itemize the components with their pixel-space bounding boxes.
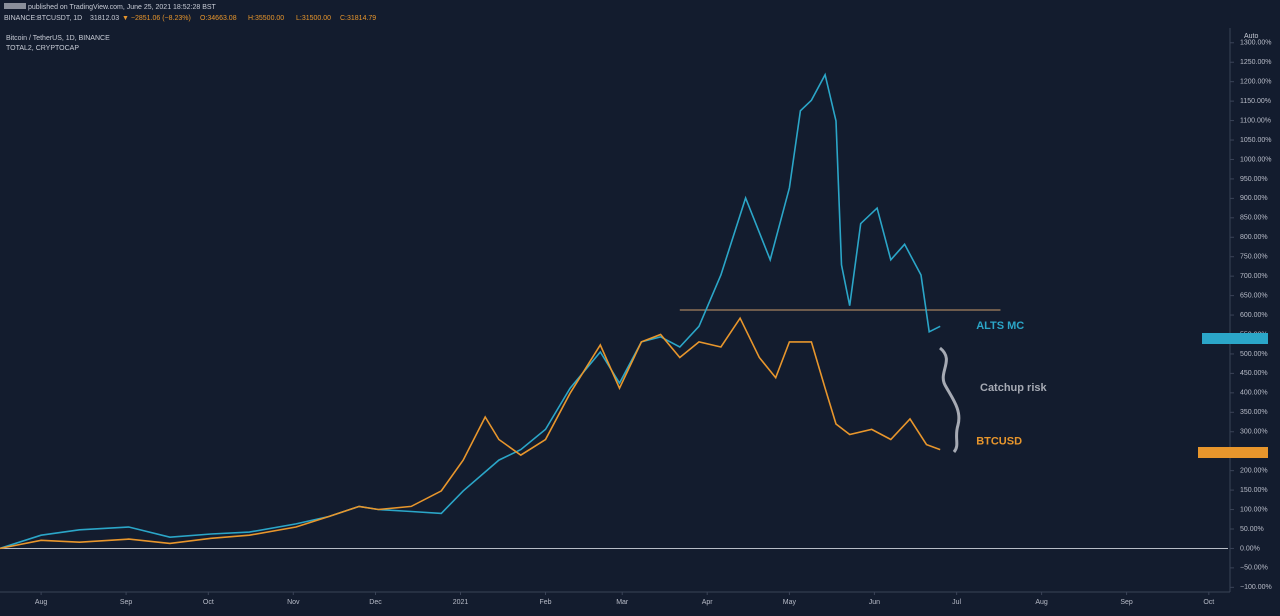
x-tick-label: Sep (120, 599, 133, 606)
x-tick-label: Mar (616, 599, 629, 606)
y-tick-label: 100.00% (1240, 506, 1268, 513)
price-tag (1198, 447, 1268, 458)
x-tick-label: Oct (203, 599, 214, 606)
y-tick-label: 800.00% (1240, 234, 1268, 241)
y-tick-label: 700.00% (1240, 273, 1268, 280)
high: H:35500.00 (248, 15, 284, 22)
last: 31812.03 (90, 15, 119, 22)
y-tick-label: 750.00% (1240, 254, 1268, 261)
scale-mode[interactable]: Auto (1244, 33, 1259, 40)
x-tick-label: Jul (952, 599, 961, 606)
open: O:34663.08 (200, 15, 237, 22)
y-tick-label: 900.00% (1240, 195, 1268, 202)
chart-subtitle: TOTAL2, CRYPTOCAP (6, 45, 79, 52)
y-tick-label: 1000.00% (1240, 156, 1272, 163)
y-tick-label: −50.00% (1240, 565, 1268, 572)
symbol: BINANCE:BTCUSDT, 1D (4, 15, 82, 22)
y-tick-label: 50.00% (1240, 526, 1264, 533)
legend-label: ALTS MC (976, 320, 1024, 332)
y-tick-label: 300.00% (1240, 429, 1268, 436)
y-tick-label: 500.00% (1240, 351, 1268, 358)
y-tick-label: 1050.00% (1240, 137, 1272, 144)
y-tick-label: 650.00% (1240, 292, 1268, 299)
y-tick-label: −100.00% (1240, 584, 1272, 591)
y-tick-label: 1150.00% (1240, 98, 1271, 105)
published: published on TradingView.com, June 25, 2… (28, 4, 217, 11)
y-tick-label: 600.00% (1240, 312, 1268, 319)
low: L:31500.00 (296, 15, 331, 22)
x-tick-label: Apr (702, 599, 714, 606)
annotation: Catchup risk (980, 382, 1048, 394)
y-tick-label: 400.00% (1240, 390, 1268, 397)
x-tick-label: Jun (869, 599, 880, 606)
y-tick-label: 0.00% (1240, 545, 1260, 552)
y-tick-label: 950.00% (1240, 176, 1268, 183)
x-tick-label: Aug (35, 599, 48, 606)
price-tag (1202, 333, 1268, 344)
x-tick-label: May (783, 599, 797, 606)
x-tick-label: Oct (1203, 599, 1214, 606)
y-tick-label: 200.00% (1240, 467, 1268, 474)
y-tick-label: 850.00% (1240, 215, 1268, 222)
x-tick-label: 2021 (453, 599, 469, 606)
x-tick-label: Dec (369, 599, 382, 606)
y-tick-label: 1250.00% (1240, 59, 1272, 66)
y-tick-label: 350.00% (1240, 409, 1268, 416)
change: ▼ −2851.06 (−8.23%) (122, 15, 191, 22)
y-tick-label: 1200.00% (1240, 79, 1272, 86)
chart-title: Bitcoin / TetherUS, 1D, BINANCE (6, 35, 110, 42)
legend-label: BTCUSD (976, 436, 1022, 448)
x-tick-label: Nov (287, 599, 300, 606)
close: C:31814.79 (340, 15, 376, 22)
y-tick-label: 1100.00% (1240, 117, 1271, 124)
x-tick-label: Feb (539, 599, 551, 606)
y-tick-label: 1300.00% (1240, 40, 1272, 47)
y-tick-label: 150.00% (1240, 487, 1268, 494)
catchup-arrow (938, 346, 961, 453)
series-line (0, 316, 941, 550)
y-tick-label: 450.00% (1240, 370, 1268, 377)
username-blur (4, 3, 26, 9)
x-tick-label: Aug (1035, 599, 1048, 606)
x-tick-label: Sep (1120, 599, 1133, 606)
